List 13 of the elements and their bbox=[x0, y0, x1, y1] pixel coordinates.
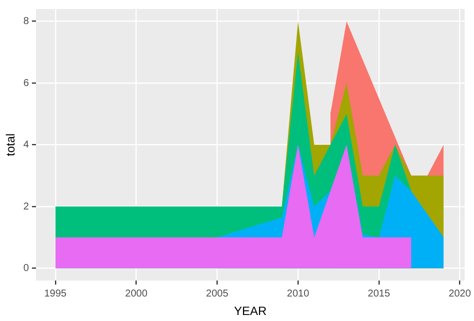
y-tick-label: 0 bbox=[23, 263, 30, 274]
x-tick-label: 2005 bbox=[206, 288, 229, 300]
x-tick-label: 1995 bbox=[44, 288, 67, 300]
x-tick-label: 2000 bbox=[125, 288, 148, 300]
x-axis-title: YEAR bbox=[234, 304, 267, 318]
y-axis-title: total bbox=[4, 133, 18, 156]
y-tick-label: 4 bbox=[23, 140, 30, 151]
x-tick-label: 2010 bbox=[286, 288, 310, 300]
x-tick-label: 2020 bbox=[448, 288, 472, 300]
y-tick-label: 8 bbox=[23, 16, 30, 28]
x-tick-label: 2015 bbox=[368, 288, 390, 300]
y-tick-label: 6 bbox=[23, 78, 30, 89]
y-tick-label: 2 bbox=[23, 201, 30, 212]
